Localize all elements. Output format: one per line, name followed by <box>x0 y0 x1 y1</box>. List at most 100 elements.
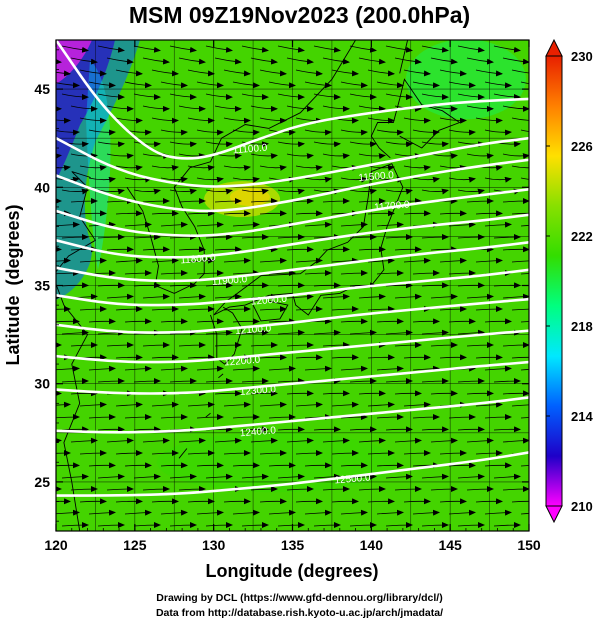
wind-arrow <box>169 93 197 101</box>
wind-arrow <box>340 414 368 421</box>
wind-arrow <box>106 153 134 160</box>
wind-arrow <box>403 498 431 505</box>
wind-arrow <box>403 257 431 264</box>
wind-arrow <box>349 329 377 336</box>
wind-arrow <box>277 522 305 529</box>
contour-label: 12000.0 <box>250 294 287 308</box>
wind-arrow <box>331 69 359 77</box>
credit-line-data: Data from http://database.rish.kyoto-u.a… <box>155 607 444 619</box>
wind-arrow <box>295 306 323 313</box>
height-contour <box>56 158 529 213</box>
wind-arrow <box>151 450 179 457</box>
wind-arrow <box>268 365 296 372</box>
wind-arrow <box>313 522 341 529</box>
wind-arrow <box>214 342 242 349</box>
wind-arrow <box>187 498 215 505</box>
wind-arrow <box>304 81 332 89</box>
wind-arrow <box>142 198 170 205</box>
wind-arrow <box>412 176 440 183</box>
wind-arrow <box>322 437 350 444</box>
wind-arrow <box>385 329 413 336</box>
wind-arrow <box>133 426 161 433</box>
wind-arrow <box>250 437 278 444</box>
wind-arrow <box>331 401 359 408</box>
height-contour <box>56 213 529 259</box>
wind-arrow <box>448 318 476 325</box>
wind-arrow <box>196 81 224 89</box>
wind-arrow <box>358 198 386 205</box>
wind-arrow <box>205 141 233 148</box>
wind-arrow <box>214 57 242 65</box>
wind-arrow <box>250 57 278 65</box>
wind-arrow <box>133 234 161 241</box>
wind-arrow <box>286 246 314 253</box>
wind-arrow <box>358 57 386 65</box>
wind-arrow <box>340 221 368 228</box>
wind-arrow <box>511 165 529 169</box>
wind-arrow <box>178 293 206 300</box>
wind-arrow <box>511 117 529 121</box>
wind-arrow <box>56 246 62 253</box>
wind-arrow <box>106 437 134 444</box>
wind-arrow <box>331 354 359 361</box>
wind-arrow <box>520 81 529 85</box>
wind-arrow <box>79 498 107 505</box>
wind-arrow <box>295 354 323 361</box>
wind-arrow <box>88 365 116 372</box>
colorbar-ramp <box>545 55 563 507</box>
contour-label: 11100.0 <box>232 142 268 156</box>
wind-arrow <box>61 93 89 101</box>
wind-arrow <box>151 498 179 505</box>
wind-arrow <box>106 342 134 349</box>
wind-arrow <box>214 437 242 444</box>
wind-arrow <box>97 473 125 480</box>
wind-arrow <box>56 198 62 205</box>
wind-arrow <box>520 369 529 371</box>
wind-arrow <box>277 378 305 385</box>
contour-labels: 11100.0 11500.0 11700.0 11800.0 11900.012000… <box>180 142 411 486</box>
wind-arrow <box>178 57 206 65</box>
wind-arrow <box>268 414 296 421</box>
coastline <box>126 40 356 294</box>
wind-arrow <box>26 46 52 51</box>
wind-arrow <box>295 210 323 217</box>
wind-arrow <box>124 270 152 277</box>
colorbar: 210 214 218 222 226 230 <box>545 38 593 524</box>
wind-arrow <box>187 306 215 313</box>
wind-arrow <box>331 306 359 313</box>
y-axis-label: Latitude (degrees) <box>3 204 23 365</box>
wind-arrow <box>340 176 368 183</box>
height-contour <box>56 241 529 283</box>
wind-arrow <box>26 237 52 238</box>
wind-arrow <box>304 509 332 516</box>
wind-arrow <box>178 437 206 444</box>
wind-arrow <box>196 318 224 325</box>
wind-arrow <box>322 198 350 205</box>
wind-arrow <box>331 498 359 505</box>
wind-arrow <box>26 142 52 144</box>
wind-arrow <box>349 45 377 53</box>
wind-arrow <box>160 462 188 469</box>
wind-arrow <box>26 332 52 334</box>
wind-arrow <box>286 57 314 65</box>
wind-arrow <box>493 93 521 101</box>
x-tick-label: 140 <box>360 537 384 553</box>
wind-arrow <box>79 401 107 408</box>
wind-arrow <box>88 81 116 89</box>
contour-label: 12100.0 <box>235 323 272 337</box>
wind-arrow <box>115 257 143 264</box>
wind-arrow <box>421 45 449 53</box>
wind-arrow <box>56 401 71 408</box>
wind-arrow <box>367 354 395 361</box>
wind-arrow <box>223 164 251 171</box>
wind-arrow <box>259 69 287 77</box>
wind-arrow <box>376 414 404 421</box>
wind-arrow <box>61 234 89 241</box>
wind-arrow <box>56 70 71 77</box>
wind-arrow <box>250 198 278 205</box>
wind-arrow <box>385 45 413 53</box>
wind-arrow <box>439 257 467 264</box>
wind-arrow <box>520 129 529 132</box>
plot-area: 11100.0 11500.0 11700.0 11800.0 11900.012000… <box>26 40 529 531</box>
wind-arrow <box>205 473 233 480</box>
